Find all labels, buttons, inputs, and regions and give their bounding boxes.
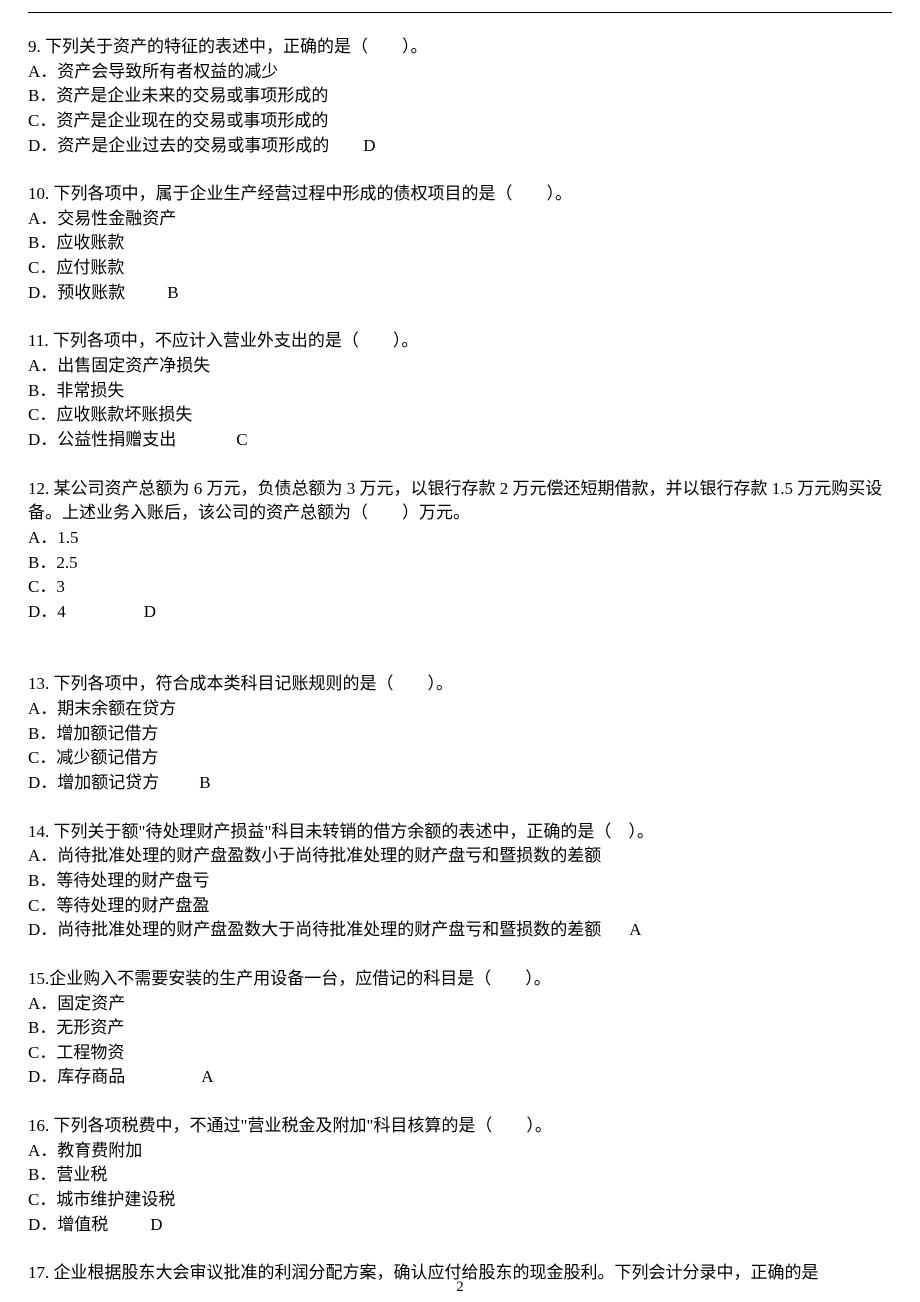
question-option: D．4 D	[28, 600, 892, 625]
question-option: C．工程物资	[28, 1041, 892, 1066]
question-block: 12. 某公司资产总额为 6 万元，负债总额为 3 万元，以银行存款 2 万元偿…	[28, 477, 892, 625]
question-stem: 9. 下列关于资产的特征的表述中，正确的是（ ）。	[28, 35, 892, 60]
question-option: B．非常损失	[28, 379, 892, 404]
question-option: C．资产是企业现在的交易或事项形成的	[28, 109, 892, 134]
option-text: D．资产是企业过去的交易或事项形成的	[28, 136, 329, 155]
question-block: 15.企业购入不需要安装的生产用设备一台，应借记的科目是（ ）。A．固定资产B．…	[28, 967, 892, 1090]
answer-letter: D	[363, 136, 375, 155]
answer-letter: A	[201, 1067, 213, 1086]
top-horizontal-rule	[28, 12, 892, 13]
question-option: A．资产会导致所有者权益的减少	[28, 60, 892, 85]
page-number: 2	[456, 1279, 464, 1295]
questions-container: 9. 下列关于资产的特征的表述中，正确的是（ ）。A．资产会导致所有者权益的减少…	[28, 35, 892, 1286]
question-option: D．库存商品 A	[28, 1065, 892, 1090]
question-block: 13. 下列各项中，符合成本类科目记账规则的是（ ）。A．期末余额在贷方B．增加…	[28, 672, 892, 795]
question-stem: 13. 下列各项中，符合成本类科目记账规则的是（ ）。	[28, 672, 892, 697]
question-option: C．应收账款坏账损失	[28, 403, 892, 428]
question-block: 14. 下列关于额"待处理财产损益"科目未转销的借方余额的表述中，正确的是（ ）…	[28, 820, 892, 943]
question-option: D．预收账款 B	[28, 281, 892, 306]
question-stem: 15.企业购入不需要安装的生产用设备一台，应借记的科目是（ ）。	[28, 967, 892, 992]
question-option: A．尚待批准处理的财产盘盈数小于尚待批准处理的财产盘亏和暨损数的差额	[28, 844, 892, 869]
question-option: B．营业税	[28, 1163, 892, 1188]
answer-letter: C	[236, 430, 247, 449]
question-option: C．3	[28, 575, 892, 600]
question-option: A．出售固定资产净损失	[28, 354, 892, 379]
option-text: D．增值税	[28, 1215, 108, 1234]
question-option: D．增值税 D	[28, 1213, 892, 1238]
answer-letter: D	[150, 1215, 162, 1234]
question-option: D．增加额记贷方 B	[28, 771, 892, 796]
question-block: 9. 下列关于资产的特征的表述中，正确的是（ ）。A．资产会导致所有者权益的减少…	[28, 35, 892, 158]
question-stem: 12. 某公司资产总额为 6 万元，负债总额为 3 万元，以银行存款 2 万元偿…	[28, 477, 892, 526]
question-stem: 16. 下列各项税费中，不通过"营业税金及附加"科目核算的是（ ）。	[28, 1114, 892, 1139]
question-option: A．固定资产	[28, 992, 892, 1017]
question-option: B．增加额记借方	[28, 722, 892, 747]
question-option: A．教育费附加	[28, 1139, 892, 1164]
question-stem: 10. 下列各项中，属于企业生产经营过程中形成的债权项目的是（ ）。	[28, 182, 892, 207]
answer-letter: D	[144, 602, 156, 621]
question-block: 11. 下列各项中，不应计入营业外支出的是（ ）。A．出售固定资产净损失B．非常…	[28, 329, 892, 452]
document-page: 9. 下列关于资产的特征的表述中，正确的是（ ）。A．资产会导致所有者权益的减少…	[0, 0, 920, 1286]
option-text: D．尚待批准处理的财产盘盈数大于尚待批准处理的财产盘亏和暨损数的差额	[28, 920, 601, 939]
question-option: D．资产是企业过去的交易或事项形成的 D	[28, 134, 892, 159]
question-option: B．无形资产	[28, 1016, 892, 1041]
question-option: B．等待处理的财产盘亏	[28, 869, 892, 894]
option-text: D．库存商品	[28, 1067, 125, 1086]
option-text: D．公益性捐赠支出	[28, 430, 176, 449]
option-text: D．预收账款	[28, 283, 125, 302]
question-stem: 14. 下列关于额"待处理财产损益"科目未转销的借方余额的表述中，正确的是（ ）…	[28, 820, 892, 845]
question-option: C．应付账款	[28, 256, 892, 281]
question-option: C．等待处理的财产盘盈	[28, 894, 892, 919]
question-option: A．交易性金融资产	[28, 207, 892, 232]
question-option: A．1.5	[28, 526, 892, 551]
question-stem: 11. 下列各项中，不应计入营业外支出的是（ ）。	[28, 329, 892, 354]
question-option: D．尚待批准处理的财产盘盈数大于尚待批准处理的财产盘亏和暨损数的差额 A	[28, 918, 892, 943]
answer-letter: B	[199, 773, 210, 792]
answer-letter: B	[167, 283, 178, 302]
question-option: A．期末余额在贷方	[28, 697, 892, 722]
answer-letter: A	[629, 920, 641, 939]
question-option: B．应收账款	[28, 231, 892, 256]
question-block: 10. 下列各项中，属于企业生产经营过程中形成的债权项目的是（ ）。A．交易性金…	[28, 182, 892, 305]
option-text: D．增加额记贷方	[28, 773, 159, 792]
question-block: 16. 下列各项税费中，不通过"营业税金及附加"科目核算的是（ ）。A．教育费附…	[28, 1114, 892, 1237]
question-option: B．资产是企业未来的交易或事项形成的	[28, 84, 892, 109]
option-text: D．4	[28, 602, 66, 621]
question-option: D．公益性捐赠支出 C	[28, 428, 892, 453]
page-footer: 2	[0, 1279, 920, 1302]
question-option: C．减少额记借方	[28, 746, 892, 771]
question-option: B．2.5	[28, 551, 892, 576]
question-option: C．城市维护建设税	[28, 1188, 892, 1213]
